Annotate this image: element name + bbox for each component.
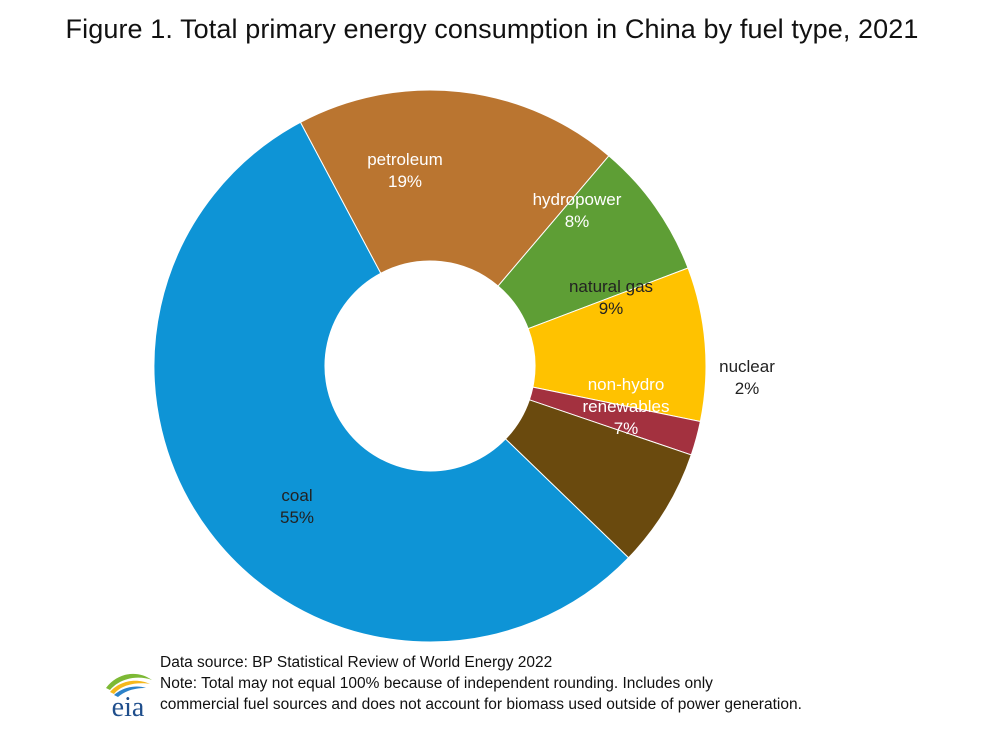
label-nuclear: nuclear 2% [719,357,775,398]
label-petroleum: petroleum 19% [367,150,443,191]
label-coal: coal 55% [280,486,314,527]
label-hydropower: hydropower 8% [533,190,622,231]
data-source-note: Data source: BP Statistical Review of Wo… [160,654,553,671]
label-natural-gas: natural gas 9% [569,277,653,318]
slice-petroleum [299,89,610,287]
slice-coal [153,121,630,643]
rounding-note-line-2: commercial fuel sources and does not acc… [160,696,802,713]
chart-footer: eia Data source: BP Statistical Review o… [98,652,978,726]
labels-layer: petroleum 19% hydropower 8% natural gas 9% nuc… [280,150,775,527]
label-non-hydro-renewables: non-hydro renewables 7% [583,375,670,438]
slices-layer [153,89,707,643]
chart-title: Figure 1. Total primary energy consumpti… [65,14,919,44]
slice-natural-gas [527,267,707,423]
eia-logo: eia [98,666,158,723]
eia-logo-text: eia [112,692,145,722]
rounding-note-line-1: Note: Total may not equal 100% because o… [160,675,713,692]
